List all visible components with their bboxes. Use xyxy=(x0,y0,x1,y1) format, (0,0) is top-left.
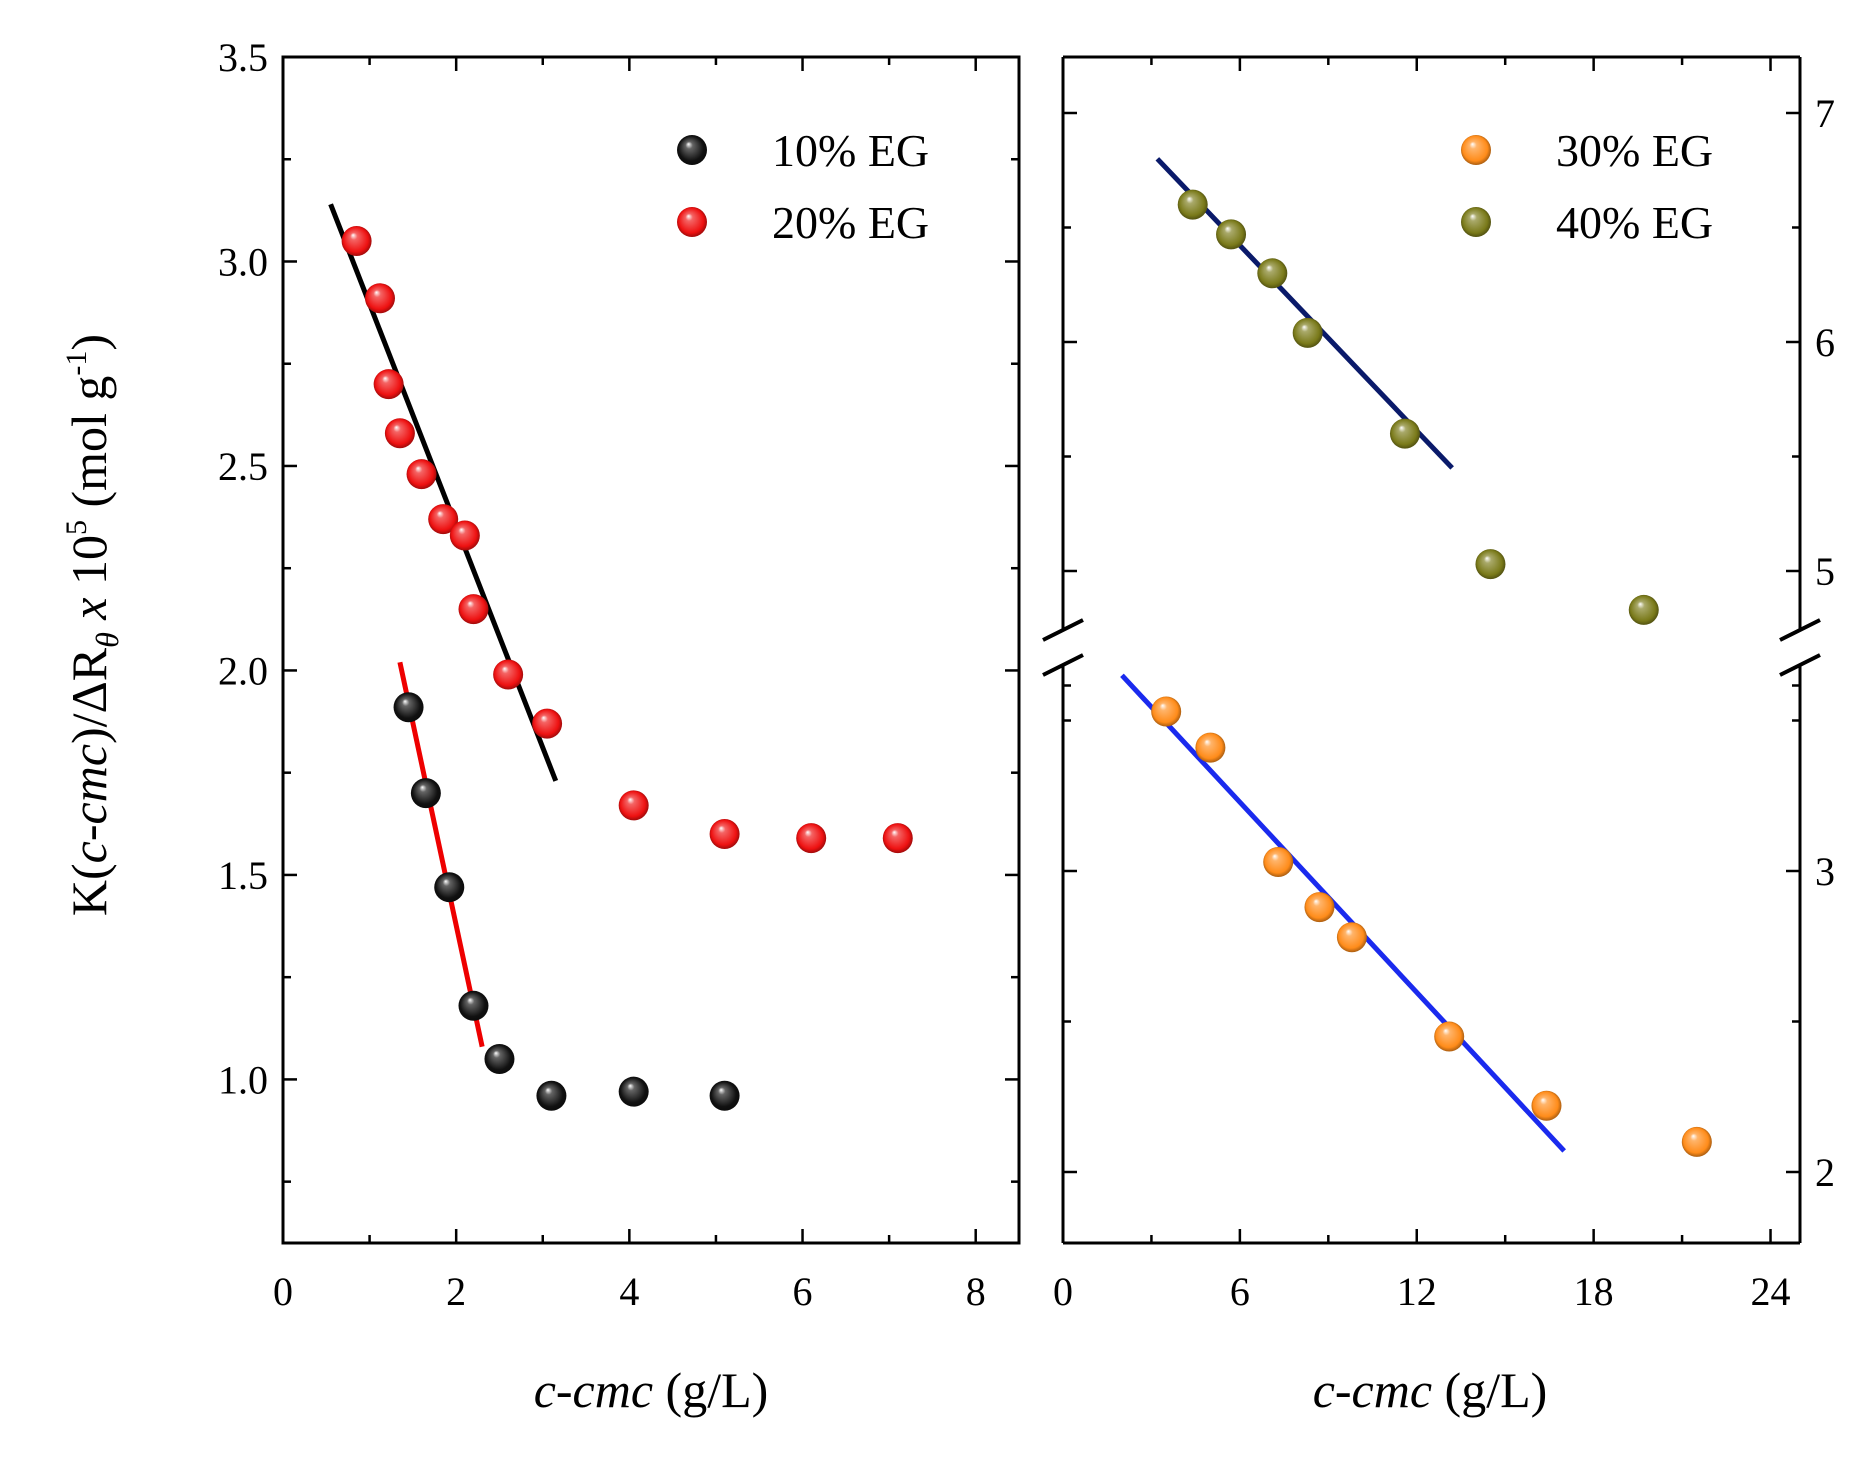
legend-marker xyxy=(1461,207,1491,237)
data-point-20pct-eg xyxy=(458,594,489,625)
data-point-40pct-eg xyxy=(1389,418,1420,449)
y-tick-label: 7 xyxy=(1815,91,1835,136)
legend-marker xyxy=(677,135,707,165)
data-point-10pct-eg xyxy=(536,1080,567,1111)
data-point-20pct-eg xyxy=(406,459,437,490)
data-point-30pct-eg xyxy=(1151,696,1182,727)
y-axis-title: K(c-cmc)/ΔRθ x 105 (mol g-1) xyxy=(60,334,125,916)
data-point-10pct-eg xyxy=(410,778,441,809)
data-point-40pct-eg xyxy=(1475,549,1506,580)
y-tick-label: 6 xyxy=(1815,320,1835,365)
y-title-prefix: K( xyxy=(61,863,117,916)
axis-break-mark xyxy=(1779,618,1821,642)
data-point-40pct-eg xyxy=(1216,219,1247,250)
y-tick-label: 2 xyxy=(1815,1150,1835,1195)
data-point-10pct-eg xyxy=(393,692,424,723)
y-title-sub: θ xyxy=(89,632,125,648)
y-tick-label: 2.0 xyxy=(218,648,268,693)
legend-label: 40% EG xyxy=(1556,197,1713,248)
y-title-mid: )/ΔR xyxy=(61,647,117,744)
y-title-italic-cmc: cmc xyxy=(61,744,117,825)
y-title-times: x xyxy=(61,598,117,621)
legend-marker xyxy=(1461,135,1491,165)
right-panel: 0 6 12 18 24 2 3 5 6 7 30% EG 40% EG xyxy=(1042,55,1835,1314)
data-point-30pct-eg xyxy=(1681,1126,1712,1157)
x-tick-label: 2 xyxy=(446,1269,466,1314)
data-point-20pct-eg xyxy=(882,823,913,854)
x-tick-label: 12 xyxy=(1397,1269,1437,1314)
axis-break-mark xyxy=(1042,653,1084,677)
data-point-20pct-eg xyxy=(493,659,524,690)
data-point-40pct-eg xyxy=(1177,189,1208,220)
x-tick-label: 4 xyxy=(619,1269,639,1314)
y-tick-label: 5 xyxy=(1815,549,1835,594)
fit-line xyxy=(397,661,485,1048)
x-tick-label: 8 xyxy=(966,1269,986,1314)
y-tick-label: 3.0 xyxy=(218,239,268,284)
data-point-40pct-eg xyxy=(1628,594,1659,625)
left-panel: 0 2 4 6 8 1.0 1.5 2.0 2.5 3.0 3.5 10% EG 20% EG xyxy=(218,35,1021,1314)
data-point-30pct-eg xyxy=(1434,1021,1465,1052)
data-point-10pct-eg xyxy=(434,872,465,903)
y-title-ten: 10 xyxy=(61,535,117,598)
y-tick-label: 1.0 xyxy=(218,1057,268,1102)
legend-marker xyxy=(677,207,707,237)
data-point-10pct-eg xyxy=(618,1076,649,1107)
data-point-20pct-eg xyxy=(384,418,415,449)
x-tick-label: 6 xyxy=(1230,1269,1250,1314)
data-point-10pct-eg xyxy=(709,1080,740,1111)
x-axis-title-right: c-cmc (g/L) xyxy=(1313,1362,1548,1418)
x-title-left-rest: (g/L) xyxy=(653,1362,768,1418)
y-tick-label: 3.5 xyxy=(218,35,268,80)
x-tick-label: 0 xyxy=(273,1269,293,1314)
legend-label: 10% EG xyxy=(772,125,929,176)
data-point-20pct-eg xyxy=(618,790,649,821)
data-point-20pct-eg xyxy=(532,708,563,739)
x-tick-label: 24 xyxy=(1751,1269,1791,1314)
data-point-20pct-eg xyxy=(364,283,395,314)
left-plot-frame xyxy=(281,55,1021,1245)
data-point-30pct-eg xyxy=(1304,892,1335,923)
y-tick-label: 1.5 xyxy=(218,853,268,898)
fit-line xyxy=(1120,673,1566,1153)
x-tick-label: 18 xyxy=(1574,1269,1614,1314)
data-point-40pct-eg xyxy=(1257,258,1288,289)
data-point-30pct-eg xyxy=(1263,846,1294,877)
x-title-right-italic: c-cmc xyxy=(1313,1362,1432,1418)
x-tick-label: 0 xyxy=(1053,1269,1073,1314)
axis-break-mark xyxy=(1042,618,1084,642)
y-title-unit-exp: -1 xyxy=(60,351,93,376)
y-tick-label: 2.5 xyxy=(218,444,268,489)
axis-break-mark xyxy=(1779,653,1821,677)
data-point-20pct-eg xyxy=(341,226,372,257)
y-title-italic-c: c xyxy=(61,841,117,863)
data-point-40pct-eg xyxy=(1292,317,1323,348)
data-point-10pct-eg xyxy=(458,990,489,1021)
y-title-space xyxy=(61,620,117,633)
x-title-right-rest: (g/L) xyxy=(1432,1362,1547,1418)
y-title-dash: - xyxy=(61,824,117,841)
y-tick-label: 3 xyxy=(1815,849,1835,894)
data-point-20pct-eg xyxy=(709,819,740,850)
legend-label: 30% EG xyxy=(1556,125,1713,176)
x-title-left-italic: c-cmc xyxy=(534,1362,653,1418)
data-point-30pct-eg xyxy=(1336,922,1367,953)
data-point-20pct-eg xyxy=(449,520,480,551)
y-title-exp: 5 xyxy=(60,520,93,535)
data-point-20pct-eg xyxy=(428,504,459,535)
y-title-unit: (mol g xyxy=(61,376,117,520)
x-tick-label: 6 xyxy=(793,1269,813,1314)
data-point-20pct-eg xyxy=(796,823,827,854)
y-title-unit-close: ) xyxy=(61,334,117,351)
fit-line xyxy=(328,203,559,782)
legend-label: 20% EG xyxy=(772,197,929,248)
data-point-20pct-eg xyxy=(373,369,404,400)
data-point-30pct-eg xyxy=(1531,1090,1562,1121)
data-point-10pct-eg xyxy=(484,1043,515,1074)
x-axis-title-left: c-cmc (g/L) xyxy=(534,1362,769,1418)
data-point-30pct-eg xyxy=(1195,732,1226,763)
